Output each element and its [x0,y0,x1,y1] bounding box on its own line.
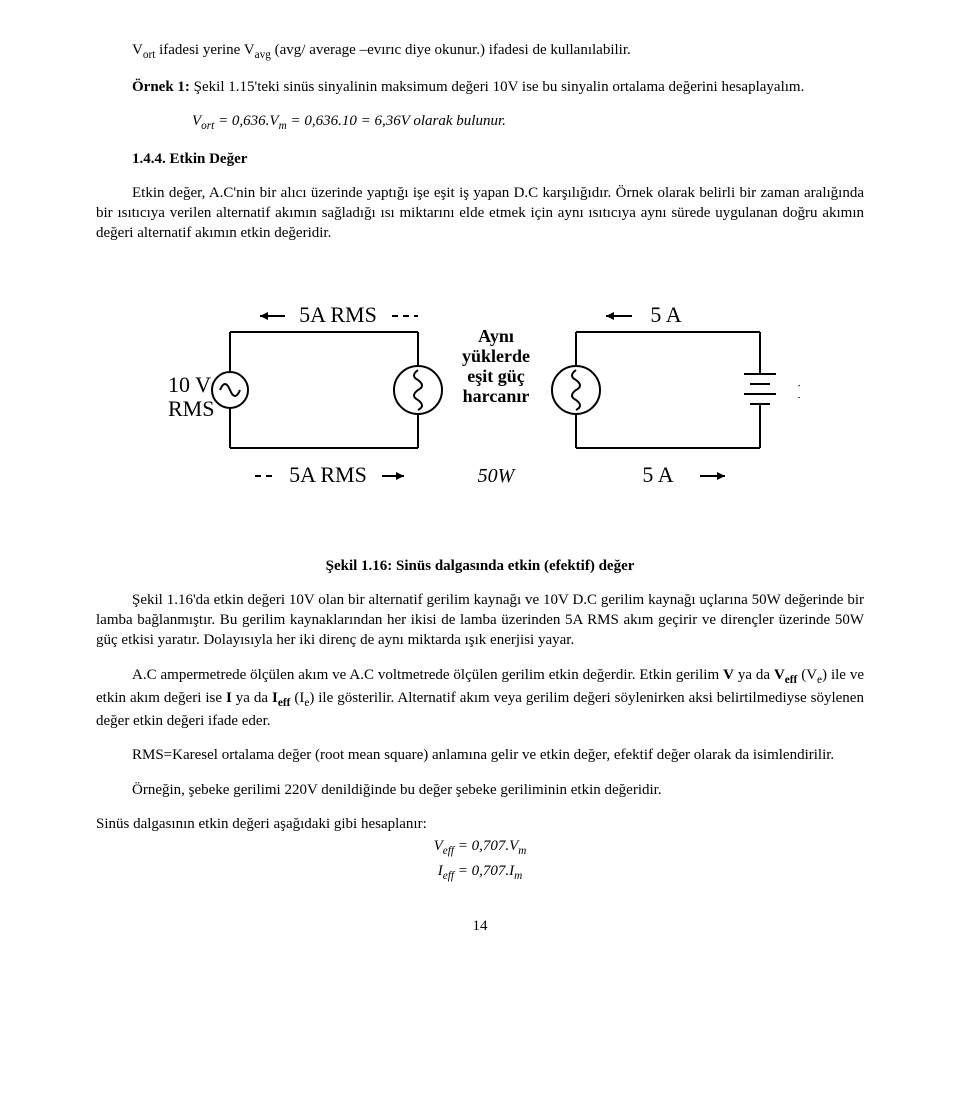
label-bottom-right: 5 A [642,462,673,487]
label-center-2: yüklerde [462,346,530,366]
section-heading: 1.4.4. Etkin Değer [132,149,864,169]
label-side-right: 10 V [796,378,800,403]
paragraph-example-220v: Örneğin, şebeke gerilimi 220V denildiğin… [96,780,864,800]
math-var: V [132,42,143,58]
paragraph-example: Örnek 1: Şekil 1.15'teki sinüs sinyalini… [96,77,864,97]
text: A.C ampermetrede ölçülen akım ve A.C vol… [132,667,723,683]
label-center-4: harcanır [463,386,530,406]
circuit-diagram: 5A RMS 10 V RMS 5A RMS Aynı yüklerde eşi… [96,272,864,532]
paragraph-etkin: Etkin değer, A.C'nin bir alıcı üzerinde … [96,183,864,244]
math-sub: ort [143,49,156,61]
label-bottom-left: 5A RMS [289,462,367,487]
math-var: V [192,113,201,129]
math-sub: ort [201,120,214,132]
text: Şekil 1.15'teki sinüs sinyalinin maksimu… [194,79,805,95]
label-center-3: eşit güç [467,366,525,386]
text: ya da [232,690,272,706]
equation-veff: Veff = 0,707.Vm [96,836,864,859]
label-top-left: 5A RMS [299,302,377,327]
page-number: 14 [96,916,864,936]
bold-var: Veff [774,667,797,683]
paragraph-notation: A.C ampermetrede ölçülen akım ve A.C vol… [96,665,864,732]
figure-caption: Şekil 1.16: Sinüs dalgasında etkin (efek… [96,556,864,576]
label-center-1: Aynı [478,326,514,346]
math-sub: avg [255,49,271,61]
paragraph-intro: Vort ifadesi yerine Vavg (avg/ average –… [96,40,864,63]
example-label: Örnek 1: [132,79,194,95]
text: ifadesi yerine V [155,42,254,58]
label-side-left-1: 10 V [168,372,211,397]
label-top-right: 5 A [650,302,681,327]
bold-var: V [723,667,734,683]
text: ya da [734,667,774,683]
equation-avg: Vort = 0,636.Vm = 0,636.10 = 6,36V olara… [192,111,864,134]
paragraph-fig-desc: Şekil 1.16'da etkin değeri 10V olan bir … [96,590,864,651]
text: = 0,636.V [214,113,278,129]
math-sub: m [279,120,287,132]
text: (avg/ average –evırıc diye okunur.) ifad… [271,42,631,58]
paragraph-rms: RMS=Karesel ortalama değer (root mean sq… [96,745,864,765]
paragraph-formula-intro: Sinüs dalgasının etkin değeri aşağıdaki … [96,814,864,834]
label-center-bottom: 50W [478,465,517,487]
text: = 0,636.10 = 6,36V olarak bulunur. [287,113,506,129]
bold-var: Ieff [272,690,290,706]
equation-ieff: Ieff = 0,707.Im [96,861,864,884]
label-side-left-2: RMS [168,396,214,421]
